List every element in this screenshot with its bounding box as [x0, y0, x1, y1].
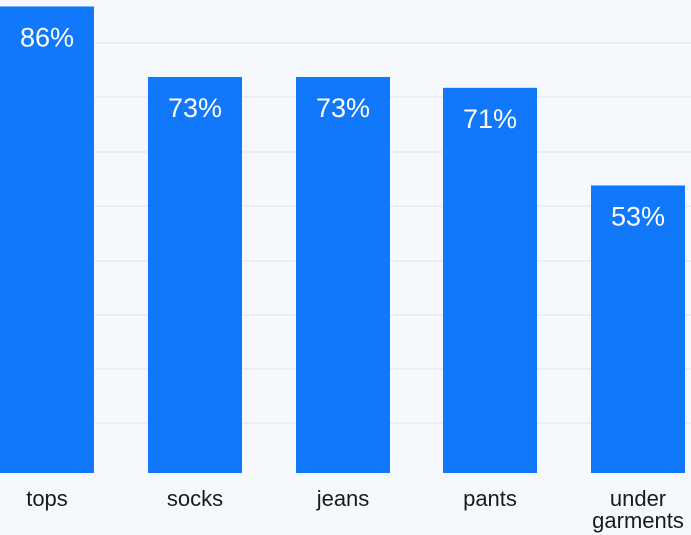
bar-under-garments	[591, 185, 685, 473]
value-labels: 86% 73% 73% 71% 53%	[20, 22, 665, 231]
x-tick-label-socks: socks	[167, 486, 223, 511]
x-tick-label-under-garments: under garments	[592, 486, 684, 533]
value-label-socks: 73%	[168, 93, 222, 123]
x-tick-label-line: socks	[167, 486, 223, 511]
x-tick-label-line: under	[610, 486, 666, 511]
x-tick-label-line: pants	[463, 486, 517, 511]
bar-socks	[148, 76, 242, 473]
bar-tops	[0, 6, 94, 473]
x-axis-tick-labels: tops socks jeans pants under garments	[26, 486, 684, 533]
value-label-tops: 86%	[20, 22, 74, 52]
value-label-under-garments: 53%	[611, 201, 665, 231]
x-tick-label-line: jeans	[316, 486, 370, 511]
x-tick-label-tops: tops	[26, 486, 68, 511]
value-label-jeans: 73%	[316, 93, 370, 123]
x-tick-label-line: tops	[26, 486, 68, 511]
value-label-pants: 71%	[463, 104, 517, 134]
x-tick-label-pants: pants	[463, 486, 517, 511]
bar-pants	[443, 87, 537, 473]
bars	[0, 6, 685, 473]
x-tick-label-jeans: jeans	[316, 486, 370, 511]
x-tick-label-line: garments	[592, 508, 684, 533]
bar-jeans	[296, 76, 390, 473]
